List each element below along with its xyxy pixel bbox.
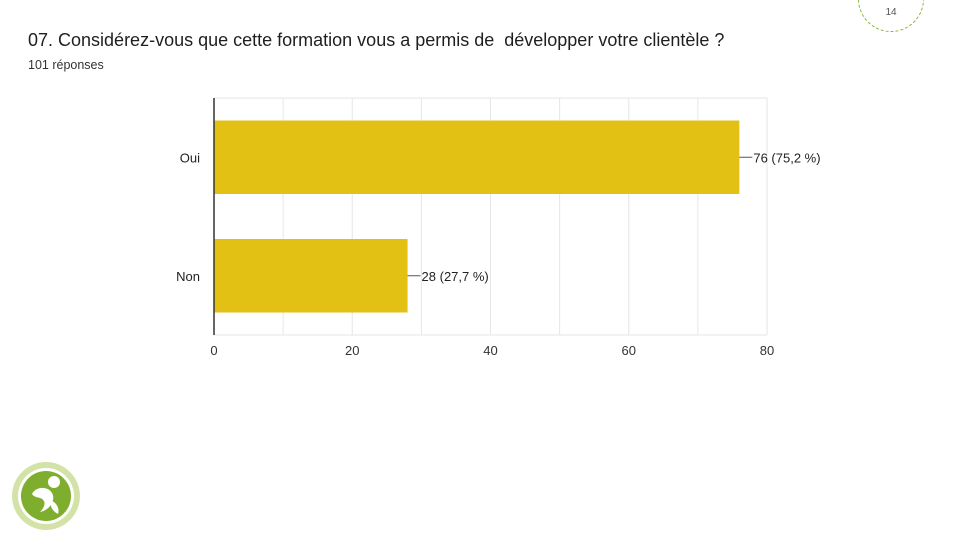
bar <box>214 120 740 194</box>
page-number: 14 <box>885 7 897 18</box>
x-tick-label: 60 <box>622 343 636 358</box>
data-label: 28 (27,7 %) <box>422 269 489 284</box>
category-label: Non <box>176 269 200 284</box>
response-count: 101 réponses <box>28 58 104 72</box>
data-label: 76 (75,2 %) <box>753 150 820 165</box>
bar <box>214 239 408 313</box>
x-tick-label: 40 <box>483 343 497 358</box>
person-in-circle-logo <box>12 462 80 530</box>
x-tick-label: 0 <box>210 343 217 358</box>
x-tick-label: 20 <box>345 343 359 358</box>
x-tick-label: 80 <box>760 343 774 358</box>
category-label: Oui <box>180 150 200 165</box>
slide-title: 07. Considérez-vous que cette formation … <box>28 30 725 50</box>
